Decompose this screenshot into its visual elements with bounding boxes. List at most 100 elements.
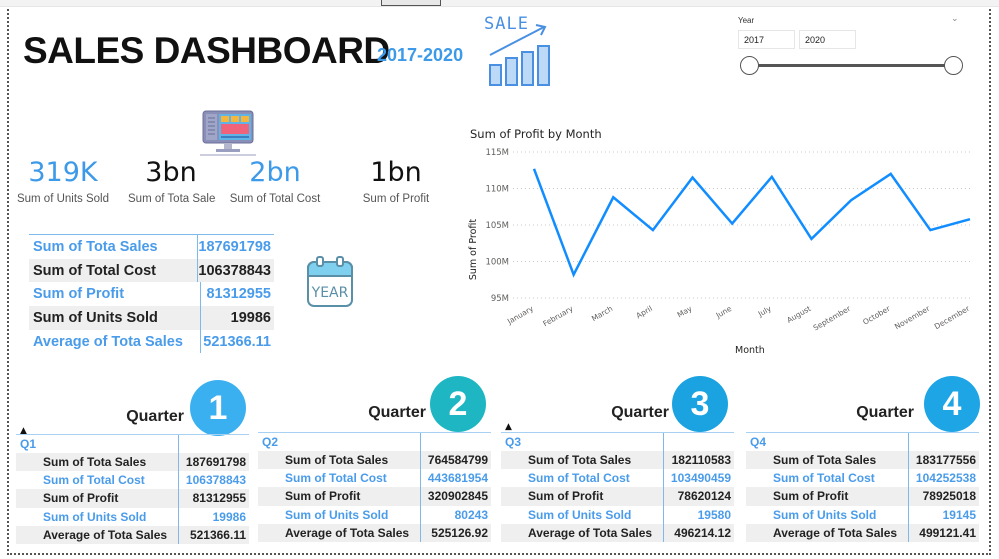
table-row: Sum of Units Sold 80243 [258, 505, 491, 524]
quarter-number-badge-icon: 2 [430, 376, 486, 432]
row-label: Sum of Tota Sales [258, 451, 421, 470]
profit-by-month-chart[interactable]: Sum of Profit by Month Sum of Profit Mon… [465, 124, 985, 364]
row-label: Sum of Profit [16, 489, 179, 508]
quarter-name: Q2 [258, 433, 421, 451]
badge-number: 3 [690, 384, 710, 423]
chart-title: Sum of Profit by Month [470, 127, 602, 141]
row-label: Average of Tota Sales [746, 523, 909, 542]
row-label: Sum of Units Sold [16, 507, 179, 526]
row-value: 19986 [212, 509, 246, 524]
row-label: Sum of Units Sold [746, 505, 909, 524]
quarter-number-badge-icon: 3 [672, 376, 728, 432]
row-value: 525126.92 [431, 525, 488, 540]
quarter-title: Quarter [856, 404, 914, 421]
row-value: 81312955 [206, 286, 271, 303]
kpi-units-sold: 319K Sum of Units Sold [8, 156, 118, 205]
table-row: Sum of Tota Sales 182110583 [501, 451, 734, 470]
sort-ascending-icon[interactable]: ▲ [505, 422, 512, 432]
row-label: Average of Tota Sales [258, 523, 421, 542]
row-label: Sum of Units Sold [258, 505, 421, 524]
x-tick-label: August [785, 304, 812, 325]
kpi-label: Sum of Tota Sales [128, 193, 216, 205]
page-title: SALES DASHBOARD [23, 30, 390, 71]
kpi-total-sales: 3bn Sum of Tota Sales [121, 156, 221, 205]
table-row: Sum of Total Cost 106378843 [16, 471, 249, 490]
sale-growth-icon: SALE [484, 14, 550, 86]
profit-line-series[interactable] [532, 168, 971, 278]
table-row: Average of Tota Sales 496214.12 [501, 523, 734, 542]
row-value: 19580 [697, 507, 731, 522]
row-label: Sum of Profit [501, 487, 664, 506]
table-row: Sum of Total Cost 104252538 [746, 469, 979, 488]
table-row: Sum of Units Sold 19145 [746, 505, 979, 524]
row-value: 19145 [942, 507, 976, 522]
table-row: Sum of Units Sold 19986 [29, 306, 274, 330]
badge-number: 2 [448, 384, 468, 423]
x-tick-label: April [635, 304, 654, 320]
row-value: 103490459 [670, 471, 731, 486]
quarter-table: Q3 Sum of Tota Sales 182110583 Sum of Total… [501, 432, 734, 542]
row-label: Sum of Profit [746, 487, 909, 506]
x-tick-label: March [590, 304, 615, 323]
year-slicer[interactable]: Year ⌄ 2017 2020 [737, 14, 967, 84]
kpi-value: 1bn [370, 157, 422, 188]
quarter-table: Q1 Sum of Tota Sales 187691798 Sum of Total… [16, 434, 249, 544]
table-row-header[interactable]: Q4 [746, 433, 979, 451]
row-label: Sum of Total Cost [501, 469, 664, 488]
table-row: Sum of Profit 81312955 [16, 489, 249, 508]
table-row-header[interactable]: Q3 [501, 433, 734, 451]
quarter-name: Q1 [16, 435, 179, 453]
sort-ascending-icon[interactable]: ▲ [20, 426, 27, 436]
y-tick-label: 110M [485, 185, 509, 195]
row-value: 521366.11 [203, 333, 271, 350]
row-value: 187691798 [185, 455, 246, 470]
table-row: Sum of Profit 320902845 [258, 487, 491, 506]
kpi-label: Sum of Units Sold [16, 193, 110, 205]
kpi-label: Sum of Total Cost [229, 193, 321, 205]
y-tick-label: 105M [485, 221, 509, 231]
x-tick-label: December [933, 303, 972, 331]
row-label: Sum of Units Sold [501, 505, 664, 524]
row-value: 183177556 [915, 453, 976, 468]
x-tick-label: July [756, 304, 774, 319]
row-label: Sum of Tota Sales [29, 235, 199, 259]
badge-number: 4 [942, 384, 962, 423]
table-row: Sum of Units Sold 19986 [16, 507, 249, 526]
row-value: 106378843 [198, 262, 271, 279]
row-label: Sum of Total Cost [29, 258, 199, 283]
kpi-total-cost: 2bn Sum of Total Cost [220, 156, 330, 205]
table-row: Average of Tota Sales 525126.92 [258, 523, 491, 542]
page-tab[interactable] [381, 0, 441, 6]
table-row-header[interactable]: Q1 [16, 435, 249, 453]
y-tick-label: 95M [491, 294, 509, 304]
row-label: Sum of Tota Sales [746, 451, 909, 470]
table-row: Sum of Tota Sales 764584799 [258, 451, 491, 470]
quarter-title: Quarter [126, 408, 184, 425]
chart-plot[interactable]: 95M 100M 105M 110M 115M January February March A… [465, 124, 985, 364]
table-row: Sum of Profit 78620124 [501, 487, 734, 506]
quarter-table: Q2 Sum of Tota Sales 764584799 Sum of Total… [258, 432, 491, 542]
row-value: 19986 [230, 309, 271, 326]
x-tick-label: November [893, 303, 932, 331]
row-label: Sum of Tota Sales [501, 451, 664, 470]
row-value: 81312955 [192, 491, 246, 506]
x-tick-label: February [541, 304, 575, 329]
table-row-header[interactable]: Q2 [258, 433, 491, 451]
kpi-value: 319K [28, 157, 98, 188]
report-canvas-border [7, 9, 991, 555]
kpi-value: 3bn [145, 157, 197, 188]
quarter-block-2: Quarter 2 Q2 Sum of Tota Sales 764584799 Sum … [258, 372, 498, 554]
slicer-track[interactable] [750, 64, 954, 67]
row-value: 521366.11 [189, 527, 246, 542]
row-label: Sum of Total Cost [258, 469, 421, 488]
slicer-end-input[interactable]: 2020 [799, 30, 856, 49]
slicer-start-handle[interactable] [740, 56, 759, 75]
chevron-down-icon[interactable]: ⌄ [951, 14, 959, 24]
slicer-end-handle[interactable] [944, 56, 963, 75]
slicer-start-input[interactable]: 2017 [738, 30, 795, 49]
x-tick-label: October [861, 303, 892, 326]
table-row: Average of Tota Sales 521366.11 [29, 329, 274, 354]
row-value: 78620124 [677, 489, 731, 504]
y-tick-label: 100M [485, 258, 509, 268]
table-row: Average of Tota Sales 499121.41 [746, 523, 979, 542]
